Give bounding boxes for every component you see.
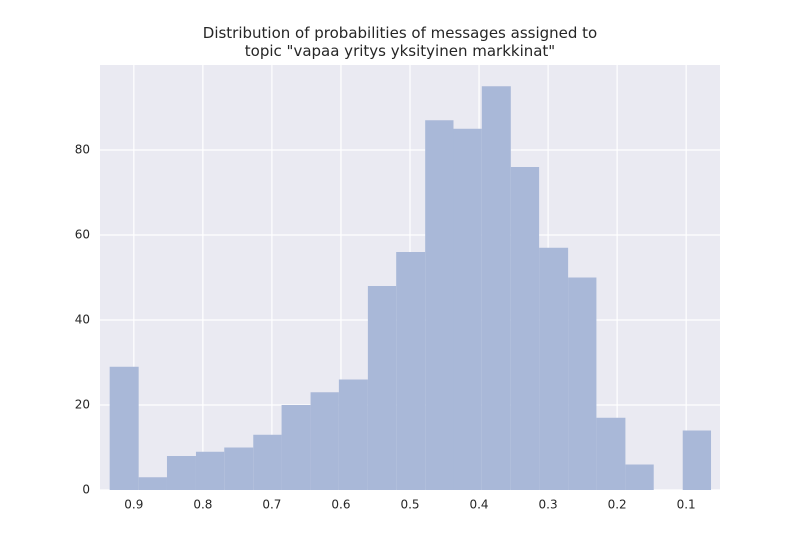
bar	[539, 247, 569, 490]
bar	[281, 405, 311, 490]
bar	[425, 120, 454, 490]
bar	[682, 430, 712, 490]
x-tick-label: 0.1	[677, 498, 696, 512]
y-tick-label: 20	[75, 398, 90, 412]
y-tick-label: 60	[75, 228, 90, 242]
bar	[109, 366, 139, 490]
bar	[224, 447, 254, 490]
bar	[195, 451, 225, 490]
bar	[396, 252, 426, 490]
bar	[166, 456, 196, 490]
chart-title: Distribution of probabilities of message…	[202, 24, 598, 60]
x-tick-label: 0.6	[331, 498, 350, 512]
x-tick-label: 0.3	[539, 498, 558, 512]
x-tick-label: 0.9	[124, 498, 143, 512]
y-tick-label: 80	[75, 143, 90, 157]
y-tick-label: 40	[75, 313, 90, 327]
x-tick-label: 0.4	[469, 498, 488, 512]
bar	[338, 379, 368, 490]
bar	[253, 434, 282, 490]
bar	[310, 392, 339, 490]
y-tick-label: 0	[82, 483, 90, 497]
bar	[138, 477, 167, 490]
bar	[510, 167, 540, 490]
x-tick-label: 0.8	[193, 498, 212, 512]
x-tick-label: 0.5	[400, 498, 419, 512]
bar	[625, 464, 654, 490]
x-tick-label: 0.7	[262, 498, 281, 512]
bar	[481, 86, 511, 490]
bar	[453, 128, 482, 490]
x-tick-label: 0.2	[608, 498, 627, 512]
bar	[568, 277, 597, 490]
bar	[596, 417, 626, 490]
bar	[367, 286, 397, 490]
